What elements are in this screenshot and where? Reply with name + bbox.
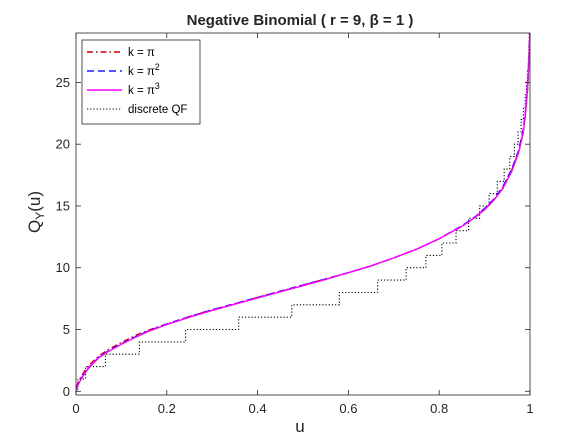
legend-label-1: k = π <box>128 47 155 59</box>
y-tick-label: 25 <box>56 75 70 90</box>
plot-area <box>76 33 530 392</box>
legend-box <box>81 39 201 125</box>
legend-label-3: k = π3 <box>128 81 160 97</box>
y-axis-label-sub: Y <box>33 212 47 220</box>
y-axis-label-tail: (u) <box>25 191 44 212</box>
chart-title: Negative Binomial ( r = 9, β = 1 ) <box>187 12 414 29</box>
axes-box <box>75 32 531 396</box>
x-tick-label: 0.4 <box>249 401 267 416</box>
y-tick-label: 10 <box>56 260 70 275</box>
y-axis-label-main: Q <box>25 220 44 233</box>
series-line-1 <box>76 60 530 388</box>
x-tick-label: 0.2 <box>158 401 176 416</box>
x-tick-label: 0.8 <box>430 401 448 416</box>
x-tick-label: 0.6 <box>339 401 357 416</box>
legend: k = π k = π2 k = π3 discrete QF <box>81 39 201 125</box>
series-line-3 <box>76 33 530 390</box>
y-tick-label: 0 <box>63 384 70 399</box>
legend-label-4: discrete QF <box>128 104 187 116</box>
y-tick-label: 20 <box>56 137 70 152</box>
x-tick-label: 1 <box>526 401 533 416</box>
x-tick-label: 0 <box>72 401 79 416</box>
series-line-4 <box>76 33 530 392</box>
x-axis-label: u <box>295 417 304 436</box>
legend-label-2: k = π2 <box>128 62 160 78</box>
y-axis-label: QY(u) <box>25 191 47 233</box>
y-tick-label: 5 <box>63 322 70 337</box>
y-tick-label: 15 <box>56 198 70 213</box>
